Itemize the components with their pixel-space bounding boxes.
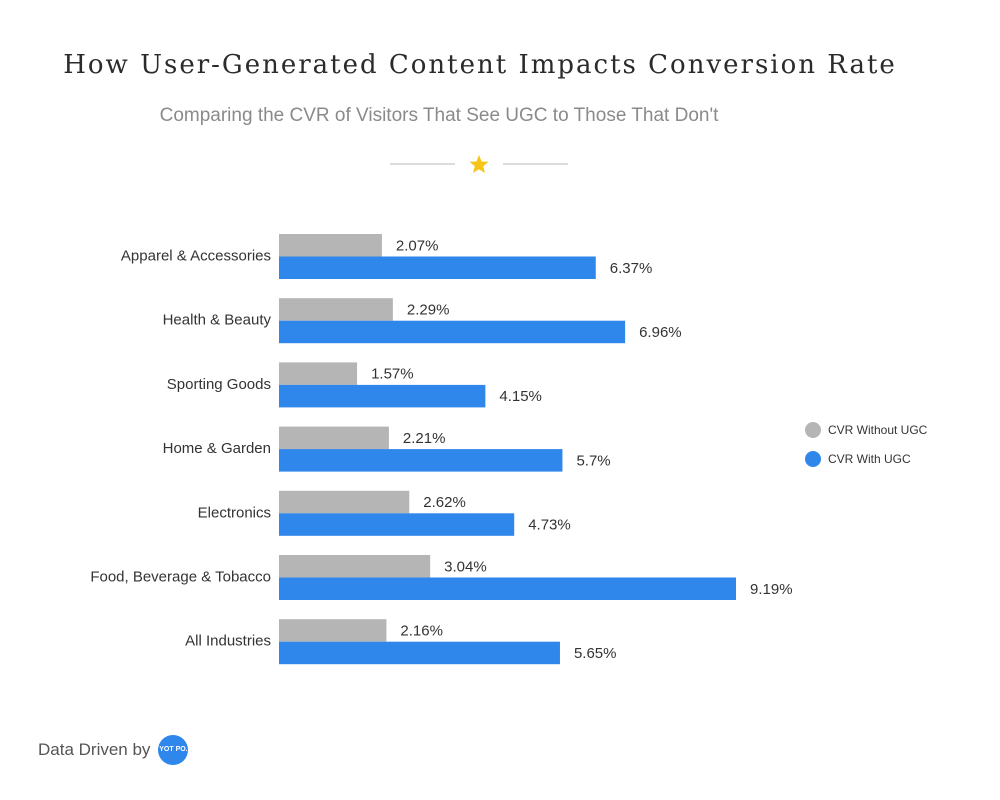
bar-with-ugc	[279, 577, 736, 600]
category-label: Health & Beauty	[163, 312, 272, 329]
bar-with-ugc	[279, 384, 486, 408]
data-label: 2.29%	[407, 301, 450, 318]
bar-with-ugc	[279, 641, 560, 665]
legend-label: CVR Without UGC	[828, 423, 928, 437]
data-label: 6.96%	[639, 324, 682, 341]
data-label: 9.19%	[750, 581, 793, 598]
page-subtitle: Comparing the CVR of Visitors That See U…	[159, 105, 719, 126]
footer-text: Data Driven by	[38, 740, 151, 759]
category-label: Home & Garden	[163, 440, 271, 457]
data-label: 2.07%	[396, 237, 439, 254]
bar-with-ugc	[279, 513, 515, 536]
bar-with-ugc	[279, 320, 626, 344]
page-title: How User-Generated Content Impacts Conve…	[63, 50, 897, 80]
category-label: Sporting Goods	[167, 376, 271, 393]
data-label: 2.21%	[403, 430, 446, 447]
bar-without-ugc	[279, 298, 393, 321]
data-label: 6.37%	[610, 260, 653, 277]
data-label: 2.62%	[423, 494, 466, 511]
bar-without-ugc	[279, 490, 410, 514]
data-label: 3.04%	[444, 558, 487, 575]
bar-without-ugc	[279, 555, 431, 578]
bar-with-ugc	[279, 256, 596, 279]
data-label: 4.15%	[499, 388, 542, 405]
bar-without-ugc	[279, 362, 358, 385]
bar-with-ugc	[279, 449, 563, 472]
data-label: 5.65%	[574, 645, 617, 662]
legend-swatch	[805, 451, 821, 467]
data-label: 5.7%	[576, 452, 610, 469]
data-label: 4.73%	[528, 517, 571, 534]
bar-without-ugc	[279, 426, 389, 450]
yotpo-logo: YOT PO.	[158, 735, 189, 765]
legend-swatch	[805, 422, 821, 438]
category-label: Apparel & Accessories	[121, 248, 271, 265]
footer: Data Driven by YOT PO.	[38, 734, 189, 766]
star-icon	[469, 155, 489, 173]
legend-label: CVR With UGC	[828, 452, 911, 466]
category-label: All Industries	[185, 633, 271, 650]
category-label: Electronics	[198, 504, 271, 521]
bar-chart: Apparel & Accessories 2.07% 6.37% Health & …	[90, 234, 928, 665]
bar-without-ugc	[279, 619, 387, 642]
bar-without-ugc	[279, 234, 382, 257]
data-label: 1.57%	[371, 366, 414, 383]
data-label: 2.16%	[400, 622, 443, 639]
title-divider	[390, 155, 568, 173]
category-label: Food, Beverage & Tobacco	[90, 569, 271, 586]
